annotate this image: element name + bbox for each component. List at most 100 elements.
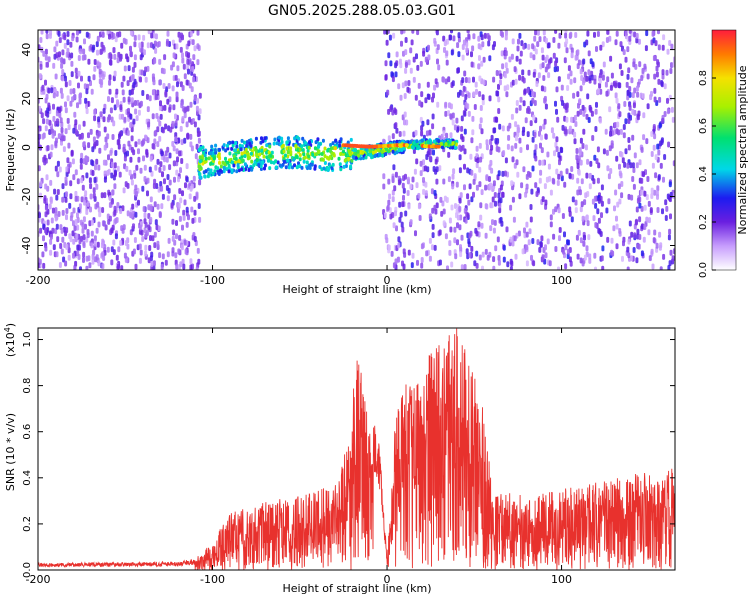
noise-cell [124, 240, 128, 246]
noise-cell [102, 116, 106, 123]
noise-cell [134, 141, 138, 148]
noise-cell [391, 133, 395, 140]
noise-cell [39, 192, 42, 199]
noise-cell [173, 176, 176, 183]
noise-cell [555, 136, 559, 143]
noise-cell [653, 133, 657, 140]
noise-cell [179, 197, 183, 204]
noise-cell [567, 65, 571, 72]
noise-cell [390, 250, 394, 257]
noise-cell [175, 263, 179, 270]
noise-cell [82, 242, 86, 249]
noise-cell [82, 234, 86, 241]
noise-cell [66, 117, 70, 124]
noise-cell [653, 189, 657, 196]
noise-cell [577, 155, 581, 162]
track-cell [376, 148, 380, 153]
noise-cell [168, 106, 172, 113]
track-cell [329, 143, 333, 147]
noise-cell [510, 53, 514, 60]
noise-cell [148, 166, 152, 173]
noise-cell [74, 119, 78, 126]
track-cell [255, 158, 259, 162]
noise-cell [153, 138, 157, 145]
noise-cell [588, 257, 592, 264]
noise-cell [410, 262, 414, 269]
noise-cell [197, 203, 201, 209]
noise-cell [599, 231, 603, 237]
noise-cell [419, 60, 423, 67]
noise-cell [416, 259, 419, 266]
noise-cell [594, 222, 598, 228]
noise-cell [541, 54, 545, 61]
noise-cell [183, 73, 187, 80]
noise-cell [531, 238, 535, 244]
noise-cell [78, 203, 82, 210]
noise-cell [577, 169, 581, 176]
noise-cell [41, 133, 45, 140]
track-cell [260, 148, 264, 153]
noise-cell [385, 237, 389, 244]
noise-cell [167, 237, 171, 244]
noise-cell [103, 126, 107, 133]
noise-cell [139, 76, 142, 83]
noise-cell [179, 125, 183, 132]
noise-cell [156, 240, 160, 247]
noise-cell [402, 187, 406, 194]
noise-cell [668, 40, 672, 46]
noise-cell [497, 192, 501, 199]
noise-cell [110, 259, 114, 266]
noise-cell [488, 55, 492, 62]
noise-cell [82, 216, 86, 223]
noise-cell [419, 170, 423, 177]
noise-cell [56, 236, 60, 243]
noise-cell [76, 178, 80, 185]
track-cell [240, 151, 244, 156]
noise-cell [197, 258, 201, 265]
noise-cell [58, 112, 62, 118]
noise-cell [156, 126, 160, 133]
noise-cell [121, 89, 125, 96]
noise-cell [108, 52, 112, 59]
noise-cell [643, 63, 647, 70]
track-cell [261, 139, 265, 144]
track-cell [198, 159, 202, 164]
noise-cell [80, 177, 84, 184]
noise-cell [400, 30, 404, 35]
noise-cell [478, 254, 482, 261]
noise-cell [182, 263, 186, 270]
noise-cell [564, 128, 568, 135]
track-cell [228, 151, 232, 156]
noise-cell [432, 149, 435, 156]
track-cell [209, 161, 213, 166]
noise-cell [548, 260, 552, 267]
noise-cell [606, 236, 610, 243]
noise-cell [66, 157, 70, 164]
noise-cell [389, 60, 393, 67]
track-cell [257, 149, 261, 154]
noise-cell [386, 204, 390, 211]
spectrogram-ytick-label: 40 [20, 43, 33, 57]
noise-cell [659, 266, 663, 270]
noise-cell [638, 234, 642, 240]
noise-cell [183, 112, 187, 119]
colorbar-label: Normalized spectral amplitude [736, 65, 749, 234]
noise-cell [607, 198, 611, 205]
noise-cell [638, 202, 642, 209]
noise-cell [60, 57, 64, 64]
noise-cell [137, 199, 140, 206]
noise-cell [628, 220, 632, 227]
noise-cell [461, 54, 465, 61]
noise-cell [631, 108, 635, 115]
noise-cell [451, 112, 455, 119]
noise-cell [395, 127, 399, 134]
noise-cell [195, 105, 199, 112]
noise-cell [628, 35, 632, 42]
noise-cell [663, 83, 667, 90]
noise-cell [86, 200, 90, 207]
noise-cell [612, 225, 616, 232]
noise-cell [659, 162, 663, 169]
noise-cell [613, 205, 616, 212]
noise-cell [597, 227, 601, 234]
noise-cell [546, 151, 550, 158]
